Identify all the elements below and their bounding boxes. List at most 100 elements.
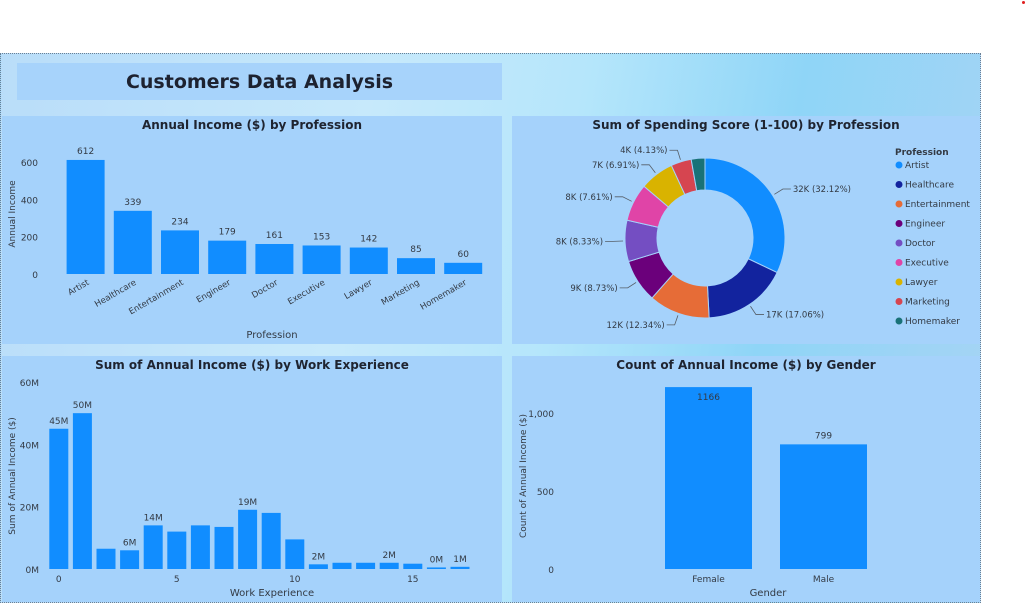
legend-label: Entertainment (905, 200, 970, 210)
slice-label: 12K (12.34%) (607, 321, 665, 331)
leader-line (666, 315, 679, 326)
data-label: 799 (815, 431, 832, 441)
panel-spending-by-profession[interactable]: Sum of Spending Score (1-100) by Profess… (512, 116, 980, 344)
bar-marketing (397, 258, 435, 274)
data-label: 85 (410, 245, 421, 255)
panel-income-by-profession[interactable]: Annual Income ($) by Profession 0 200 400 6… (2, 116, 502, 344)
legend-marker (895, 298, 903, 305)
data-label: 612 (77, 147, 94, 157)
bar-entertainment (161, 230, 199, 274)
leader-line (641, 164, 656, 173)
slice-label: 9K (8.73%) (570, 284, 617, 294)
legend-label: Doctor (905, 239, 935, 249)
bar-experience-12 (332, 562, 352, 569)
bar-artist (66, 159, 105, 274)
slice-homemaker (690, 157, 706, 192)
data-label: 161 (266, 231, 283, 241)
bar-experience-9 (261, 512, 281, 569)
y-axis-title: Sum of Annual Income ($) (8, 417, 18, 534)
panel-income-by-experience[interactable]: Sum of Annual Income ($) by Work Experie… (2, 356, 502, 602)
x-tick-label: 15 (407, 575, 418, 585)
legend-label: Marketing (905, 298, 950, 308)
legend-label: Artist (905, 161, 930, 171)
x-tick-label: 10 (289, 575, 301, 585)
chart-title: Sum of Annual Income ($) by Work Experie… (95, 358, 409, 372)
y-tick-label: 60M (20, 379, 39, 389)
spending-by-profession-chart[interactable]: 32K (32.12%) 17K (17.06%) 12K (12.34%) 9K (… (512, 116, 980, 344)
legend-marker (895, 278, 903, 286)
bar-female (665, 387, 752, 569)
leader-line (750, 306, 764, 315)
legend-label: Homemaker (905, 317, 960, 327)
x-tick-label: 5 (174, 575, 180, 585)
y-tick-label: 600 (21, 159, 38, 169)
x-tick-label: Healthcare (93, 278, 138, 310)
bar-experience-16 (426, 567, 446, 569)
x-tick-label: Doctor (250, 278, 280, 301)
bar-experience-17 (450, 566, 470, 569)
corner-marker (1022, 1, 1025, 4)
slice-label: 4K (4.13%) (620, 146, 667, 156)
data-label: 234 (171, 217, 188, 227)
bar-experience-10 (285, 539, 305, 569)
legend-marker (895, 161, 903, 169)
x-tick-label: 0 (56, 575, 62, 585)
data-label: 19M (238, 498, 257, 508)
leader-line (669, 149, 681, 160)
income-by-experience-chart[interactable]: 0M 20M 40M 60M 45M 50M 6M 14M 19M 2M 2M 0M 1M 0 5 10 15 W… (2, 356, 502, 602)
bar-healthcare (113, 210, 152, 274)
slice-label: 8K (8.33%) (556, 237, 603, 247)
x-tick-label: Female (692, 575, 725, 585)
legend-label: Engineer (905, 220, 945, 230)
data-label: 1M (453, 555, 467, 565)
data-label: 1166 (697, 393, 720, 403)
chart-title: Annual Income ($) by Profession (141, 118, 363, 132)
y-tick-label: 20M (20, 504, 39, 514)
data-label: 153 (313, 232, 330, 242)
data-label: 2M (382, 551, 396, 561)
data-label: 179 (219, 228, 236, 238)
income-by-profession-chart[interactable]: 0200400600612Artist339Healthcare234Enter… (2, 116, 502, 344)
y-tick-label: 0M (26, 566, 40, 576)
legend-label: Lawyer (905, 278, 938, 288)
y-tick-label: 200 (21, 234, 38, 244)
y-axis-title: Count of Annual Income ($) (519, 414, 529, 538)
panel-count-by-gender[interactable]: Count of Annual Income ($) by Gender 0 50… (512, 356, 980, 602)
legend-marker (895, 181, 903, 188)
x-tick-label: Homemaker (419, 278, 469, 313)
leader-line (774, 188, 791, 195)
legend-label: Healthcare (905, 181, 955, 191)
legend-title: Profession (895, 148, 949, 158)
slice-healthcare (706, 258, 778, 319)
legend-label: Executive (905, 259, 949, 269)
x-tick-label: Male (813, 575, 835, 585)
slice-label: 17K (17.06%) (766, 311, 824, 321)
legend-marker (895, 317, 903, 325)
x-tick-label: Lawyer (343, 278, 375, 302)
data-label: 14M (144, 513, 163, 523)
x-axis-title: Gender (750, 588, 788, 599)
slice-label: 8K (7.61%) (565, 193, 612, 203)
x-tick-label: Executive (286, 278, 327, 307)
dashboard-title: Customers Data Analysis (17, 63, 502, 100)
bar-doctor (255, 243, 294, 274)
bar-male (780, 444, 867, 569)
data-label: 0M (430, 555, 444, 565)
bar-experience-14 (379, 562, 399, 569)
y-tick-label: 400 (21, 196, 38, 206)
legend-marker (895, 200, 903, 208)
chart-title: Sum of Spending Score (1-100) by Profess… (592, 118, 900, 132)
legend-marker (895, 220, 903, 227)
bar-experience-8 (238, 509, 258, 569)
slice-artist (704, 157, 786, 274)
y-tick-label: 500 (537, 488, 554, 498)
chart-title: Count of Annual Income ($) by Gender (616, 358, 876, 372)
data-label: 45M (49, 417, 68, 427)
x-axis-title: Work Experience (230, 588, 314, 599)
legend-marker (895, 239, 903, 247)
bar-lawyer (349, 247, 388, 274)
bar-experience-7 (214, 526, 234, 569)
legend-marker (895, 259, 903, 266)
data-label: 142 (360, 235, 377, 245)
